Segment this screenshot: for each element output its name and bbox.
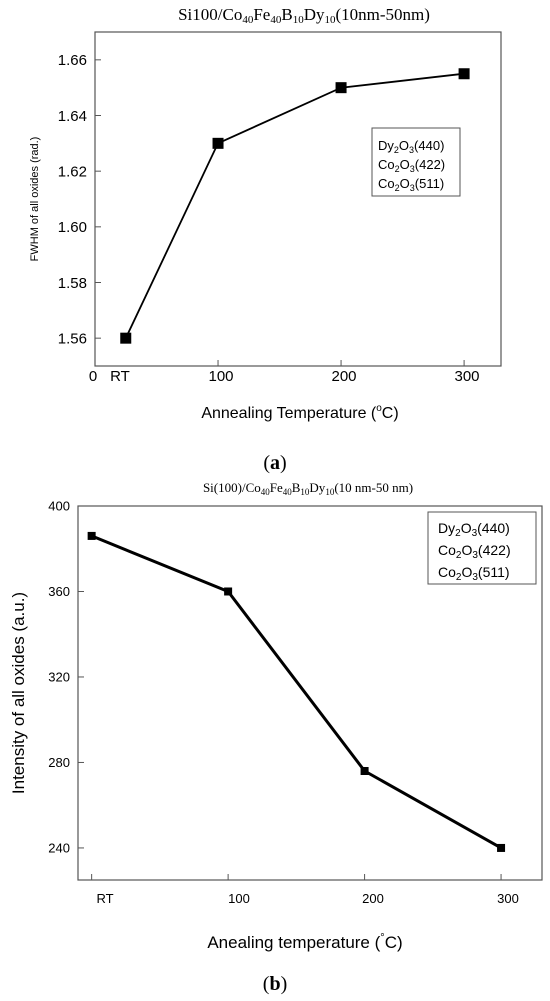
- y-tick-label: 360: [48, 584, 70, 599]
- panel-a-plot-frame: [94, 31, 502, 367]
- panel-b-series-line: [91, 534, 502, 850]
- panel-a-legend-item-co2o3-422: Co2O3(422): [378, 157, 445, 174]
- data-point: [224, 587, 233, 596]
- panel-b-y-axis-label: Intensity of all oxides (a.u.): [9, 592, 28, 794]
- panel-a-series-line: [124, 72, 465, 339]
- panel-b-chart: Si(100)/Co40Fe40B10Dy10(10 nm-50 nm) 240…: [9, 480, 543, 995]
- panel-b-legend-item-dy2o3-440: Dy2O3(440): [438, 520, 510, 539]
- panel-b-x-ticks: [91, 874, 502, 880]
- panel-a-legend-item-dy2o3-440: Dy2O3(440): [378, 138, 444, 155]
- panel-a-data-points: [120, 68, 470, 344]
- data-point: [212, 137, 224, 149]
- panel-b-title: Si(100)/Co40Fe40B10Dy10(10 nm-50 nm): [203, 480, 413, 497]
- panel-b-x-axis-label: Anealing temperature (°C): [207, 932, 402, 952]
- y-tick-label: 320: [48, 670, 70, 685]
- panel-a-chart: Si100/Co40Fe40B10Dy10(10nm-50nm) 1.561.5…: [29, 5, 502, 474]
- y-tick-label: 1.58: [58, 275, 87, 292]
- panel-a-x-ticks: [94, 360, 465, 366]
- panel-b-legend: [427, 511, 537, 585]
- data-point: [120, 332, 132, 344]
- y-tick-label: 1.60: [58, 219, 87, 236]
- panel-b-plot-frame: [77, 505, 543, 881]
- panel-a-x-tick-label-0: 0: [89, 368, 97, 385]
- y-tick-label: 1.62: [58, 163, 87, 180]
- panel-a-y-axis-label: FWHM of all oxides (rad.): [29, 137, 41, 262]
- y-tick-label: 400: [48, 499, 70, 514]
- panel-b-x-tick-label-200: 200: [362, 891, 384, 906]
- panel-a-x-tick-label-rt: RT: [110, 368, 130, 385]
- panel-a-title: Si100/Co40Fe40B10Dy10(10nm-50nm): [178, 5, 430, 26]
- y-tick-label: 280: [48, 755, 70, 770]
- panel-b-y-ticks: 240 280 320 360 400: [48, 499, 84, 855]
- panel-b-legend-item-co2o3-511: Co2O3(511): [438, 564, 510, 583]
- panel-b-legend-item-co2o3-422: Co2O3(422): [438, 542, 511, 561]
- panel-b-x-tick-label-300: 300: [497, 891, 519, 906]
- panel-a-x-tick-label-300: 300: [454, 368, 479, 385]
- panel-b-caption: (b): [263, 973, 287, 995]
- panel-b-x-tick-label-rt: RT: [96, 891, 113, 906]
- y-tick-label: 240: [48, 840, 70, 855]
- panel-a-x-tick-label-100: 100: [208, 368, 233, 385]
- panel-a-caption: (a): [263, 452, 286, 474]
- data-point: [87, 531, 96, 540]
- y-tick-label: 1.66: [58, 52, 87, 69]
- data-point: [360, 767, 369, 776]
- panel-a-legend: [371, 127, 461, 197]
- panel-a-y-ticks: 1.56 1.58 1.60 1.62 1.64 1.66: [58, 52, 101, 347]
- data-point: [497, 843, 506, 852]
- y-tick-label: 1.64: [58, 108, 87, 125]
- panel-a-legend-item-co2o3-511: Co2O3(511): [378, 176, 444, 193]
- panel-b-x-tick-label-100: 100: [228, 891, 250, 906]
- data-point: [458, 68, 470, 80]
- y-tick-label: 1.56: [58, 330, 87, 347]
- data-point: [335, 82, 347, 94]
- panel-b-data-points: [87, 531, 506, 852]
- panel-a-x-axis-label: Annealing Temperature (oC): [201, 403, 398, 422]
- panel-a-x-tick-label-200: 200: [331, 368, 356, 385]
